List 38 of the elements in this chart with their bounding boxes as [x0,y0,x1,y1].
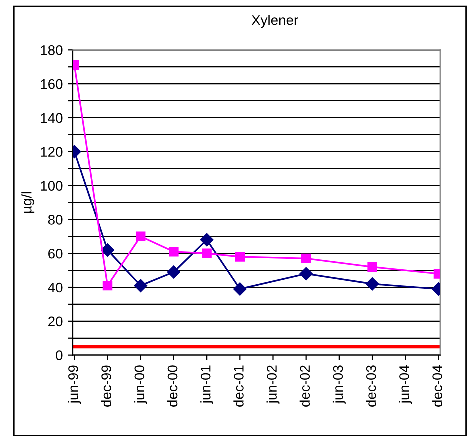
point [200,233,214,247]
point [235,252,246,262]
y-tick-label: 80 [48,215,63,225]
point [169,247,179,257]
y-axis-title: µg/l [22,192,35,214]
x-tick-label: dec-01 [234,366,244,407]
x-tick-label: jun-04 [399,365,412,404]
x-tick-label: jun-00 [134,366,148,404]
chart-title: Xylener [252,15,298,28]
point [101,244,114,257]
x-tick-label: dec-99 [101,366,112,407]
y-tick-label: 160 [41,79,63,90]
point [136,232,146,242]
point [102,280,113,291]
x-tick-label: jun-99 [68,366,82,404]
point [300,267,313,281]
y-tick-label: 120 [41,147,63,158]
x-tick-label: jun-02 [266,366,280,404]
x-tick-label: jun-01 [200,366,214,404]
y-tick-label: 100 [41,181,63,191]
y-tick-label: 0 [56,350,63,361]
point [368,262,378,272]
point [301,254,312,264]
x-tick-label: dec-03 [366,366,376,407]
y-tick-label: 40 [48,282,63,293]
point [134,279,148,292]
point [202,248,212,258]
y-tick-label: 60 [48,248,63,259]
point [234,282,247,296]
x-tick-label: jun-03 [332,366,346,404]
y-tick-label: 20 [48,316,63,327]
point [366,278,380,291]
x-tick-label: dec-00 [167,366,178,407]
y-tick-label: 140 [41,113,63,124]
x-tick-label: dec-04 [432,365,442,407]
point [167,266,181,279]
y-tick-label: 180 [41,45,63,56]
x-tick-label: dec-02 [300,366,310,407]
